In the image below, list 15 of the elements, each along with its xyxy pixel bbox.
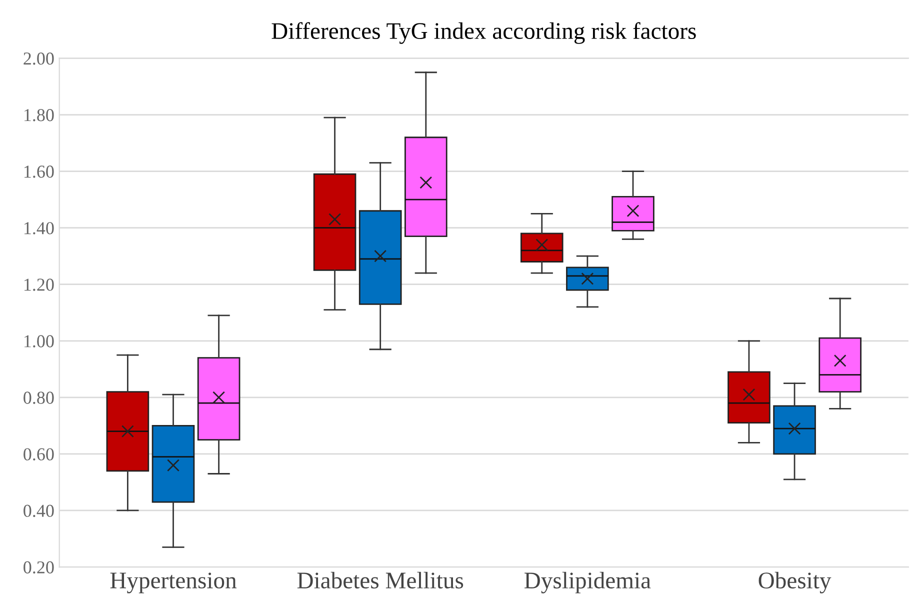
y-tick-label: 0.80	[24, 392, 54, 404]
y-tick-label: 1.60	[24, 166, 54, 178]
chart-title: Differences TyG index according risk factors	[272, 22, 696, 44]
y-tick-label: 0.60	[24, 448, 54, 460]
x-tick-label: Obesity	[758, 572, 832, 594]
y-tick-label: 1.80	[24, 109, 54, 122]
x-tick-label: Diabetes Mellitus	[297, 572, 464, 589]
x-tick-label: Hypertension	[110, 572, 236, 594]
x-tick-label: Dyslipidemia	[524, 572, 651, 594]
y-tick-label: 2.00	[24, 52, 54, 65]
y-tick-label: 1.20	[24, 278, 54, 291]
y-tick-label: 0.20	[24, 561, 54, 574]
y-tick-label: 0.40	[24, 504, 54, 518]
y-tick-label: 1.00	[24, 335, 54, 348]
y-tick-label: 1.40	[24, 222, 54, 234]
